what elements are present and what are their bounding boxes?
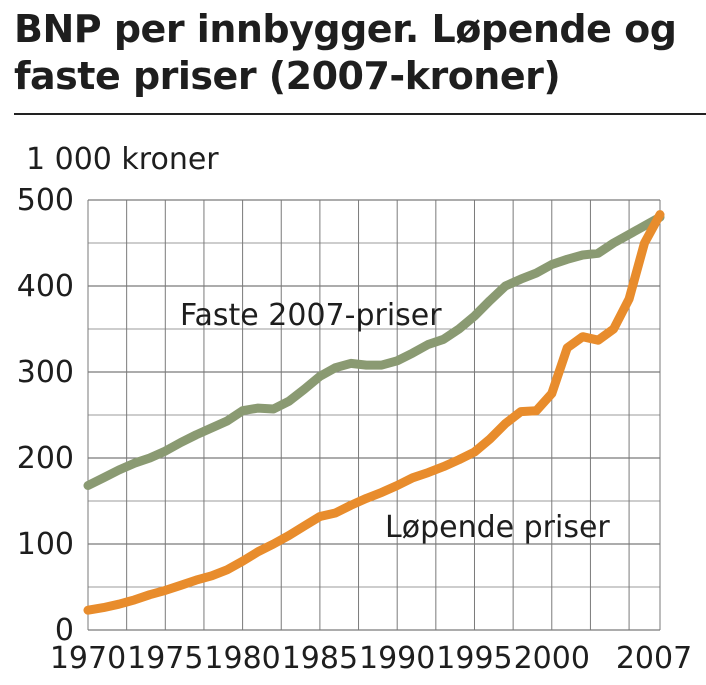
title-line-1: BNP per innbygger. Løpende og xyxy=(14,7,677,51)
x-tick-label: 2007 xyxy=(616,641,692,676)
x-tick-label: 1995 xyxy=(436,641,512,676)
series-line-faste xyxy=(83,212,665,490)
y-tick-label: 200 xyxy=(17,441,74,476)
chart-title: BNP per innbygger. Løpende og faste pris… xyxy=(14,6,704,100)
annotation-lopende: Løpende priser xyxy=(385,510,610,545)
x-tick-labels: 1970 1975 1980 1985 1990 1995 2000 2007 xyxy=(50,641,692,676)
y-tick-label: 500 xyxy=(17,183,74,218)
y-tick-label: 300 xyxy=(17,355,74,390)
y-axis-unit-label: 1 000 kroner xyxy=(26,142,219,177)
x-tick-label: 2000 xyxy=(514,641,590,676)
x-tick-label: 1980 xyxy=(204,641,280,676)
series-annotations: Faste 2007-priser Løpende priser xyxy=(180,298,610,545)
grid-lines xyxy=(87,199,661,631)
series-lines xyxy=(83,210,665,615)
title-rule xyxy=(14,113,706,115)
annotation-faste: Faste 2007-priser xyxy=(180,298,442,333)
x-tick-label: 1970 xyxy=(50,641,126,676)
x-tick-label: 1985 xyxy=(282,641,358,676)
y-tick-label: 100 xyxy=(17,527,74,562)
y-tick-labels: 0 100 200 300 400 500 xyxy=(17,183,74,648)
x-tick-label: 1975 xyxy=(127,641,203,676)
y-tick-label: 0 xyxy=(55,613,74,648)
x-tick-label: 1990 xyxy=(359,641,435,676)
y-tick-label: 400 xyxy=(17,269,74,304)
title-line-2: faste priser (2007-kroner) xyxy=(14,54,561,98)
series-line-lopende xyxy=(83,210,665,615)
